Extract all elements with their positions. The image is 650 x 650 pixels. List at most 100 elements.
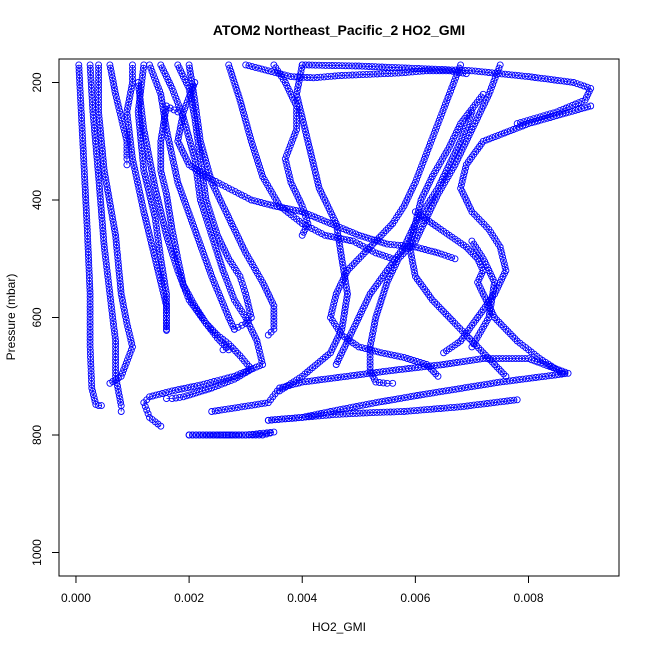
data-point [428,136,436,144]
data-point [360,370,368,378]
data-point [238,321,246,329]
data-point [299,205,307,213]
data-point [104,189,112,197]
data-point [392,366,400,374]
data-point [334,72,342,80]
data-point [300,73,308,81]
data-point [138,109,146,117]
data-point [231,431,239,439]
data-point [126,135,134,143]
data-point [117,114,125,122]
data-point [403,355,411,362]
data-point [83,222,91,230]
data-point [440,308,448,316]
data-point [111,228,119,236]
data-point [363,409,371,417]
data-point [411,269,419,277]
data-point [462,243,470,251]
data-point [157,137,165,145]
data-point [376,408,384,416]
data-point [151,181,158,189]
data-point [477,400,485,408]
data-point [356,371,364,379]
data-point [241,402,249,410]
data-point [339,261,347,269]
data-point [406,246,414,254]
data-point [86,316,94,324]
data-point [128,148,136,156]
data-point [140,208,148,216]
data-point [570,79,578,86]
data-point [352,230,360,238]
data-point [356,402,364,410]
data-point [114,257,122,265]
data-point [136,95,144,103]
data-point [358,344,366,352]
data-point [127,138,134,146]
data-point [285,172,293,180]
data-point [164,200,172,208]
data-point [155,238,162,246]
data-point [383,278,391,286]
data-point [284,72,292,80]
data-point [458,178,466,185]
data-point [387,351,395,359]
data-point [372,249,380,257]
data-point [254,340,262,348]
data-point [298,202,306,210]
series-11 [185,61,278,339]
data-point [465,245,472,253]
data-point [187,71,195,78]
data-point [153,194,161,202]
data-point [156,248,164,256]
data-point [237,99,245,107]
data-point [152,217,160,225]
data-point [106,290,114,298]
data-point [159,271,167,279]
data-point [395,64,403,72]
data-point [494,131,502,139]
data-point [410,357,418,364]
data-point [198,144,206,152]
data-point [152,221,160,228]
data-point [199,247,207,255]
x-axis-label: HO2_GMI [312,620,366,634]
data-point [443,97,451,105]
data-point [301,125,309,133]
data-point [160,277,168,285]
data-point [486,356,494,364]
data-point [331,72,339,80]
data-point [125,326,132,334]
data-point [341,303,349,311]
data-point [441,251,449,259]
data-point [486,304,494,312]
data-point [448,84,456,92]
data-point [79,141,87,148]
data-point [468,343,476,351]
data-point [139,160,147,168]
data-point [568,107,576,115]
data-point [407,393,415,401]
data-point [135,114,143,122]
data-point [431,65,439,73]
data-point [200,250,208,258]
data-point [140,167,148,175]
data-point [179,111,187,119]
data-point [95,78,103,86]
data-point [98,147,106,155]
data-point [163,102,170,110]
data-point [387,222,394,230]
data-point [228,186,236,194]
data-point [270,305,278,313]
data-point [286,142,294,150]
data-point [146,158,154,166]
data-point [575,99,583,107]
data-point [336,410,344,418]
data-point [412,216,420,224]
data-point [95,71,103,79]
data-point [87,74,95,82]
data-point [196,155,204,163]
data-point [167,149,175,157]
data-point [238,279,246,287]
data-point [219,267,227,274]
